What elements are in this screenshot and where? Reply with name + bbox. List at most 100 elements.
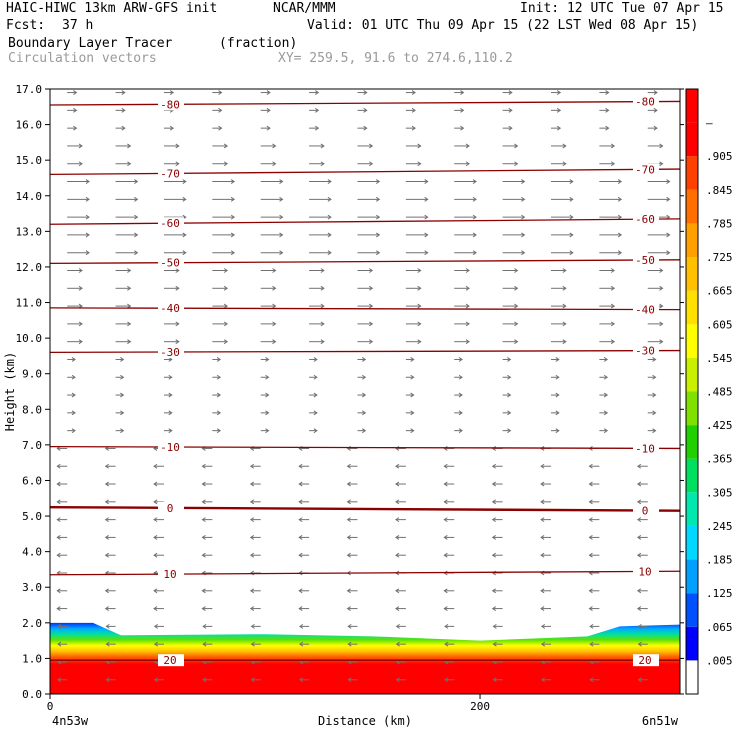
colorbar-label: .425 bbox=[706, 419, 733, 432]
y-tick-label: 0.0 bbox=[22, 688, 42, 701]
colorbar-swatch bbox=[686, 391, 698, 426]
vector-label: Circulation vectors bbox=[8, 51, 157, 66]
isotherm-label: -60 bbox=[635, 213, 655, 226]
colorbar-swatch bbox=[686, 593, 698, 627]
isotherm-line bbox=[49, 307, 681, 311]
colorbar-label: – bbox=[706, 117, 713, 130]
isotherm-label: -80 bbox=[635, 96, 655, 109]
y-tick-label: 13.0 bbox=[16, 225, 43, 238]
colorbar-label: .005 bbox=[706, 654, 733, 667]
colorbar-label: .245 bbox=[706, 520, 733, 533]
y-tick-label: 9.0 bbox=[22, 368, 42, 381]
left-endpoint: 4n53w bbox=[52, 714, 89, 728]
colorbar-swatch bbox=[686, 89, 698, 123]
colorbar-swatch bbox=[686, 156, 698, 190]
forecast-hour: 37 h bbox=[62, 18, 94, 33]
isotherm-label: -40 bbox=[160, 302, 180, 315]
colorbar-swatch bbox=[686, 525, 698, 560]
colorbar-swatch bbox=[686, 122, 698, 157]
colorbar-swatch bbox=[686, 223, 698, 258]
x-tick-label: 200 bbox=[470, 700, 490, 713]
plot-area: 20 20 10 10 0 0 -10 -10 -30 -30 -40 -40 -50 -50 -60 -60… bbox=[49, 90, 681, 694]
y-tick-label: 16.0 bbox=[16, 119, 43, 132]
y-tick-label: 4.0 bbox=[22, 546, 42, 559]
y-tick-label: 2.0 bbox=[22, 617, 42, 630]
isotherm-label: 20 bbox=[163, 654, 176, 667]
field-name: Boundary Layer Tracer bbox=[8, 36, 173, 51]
isotherm-line bbox=[49, 570, 681, 576]
plot-frame bbox=[49, 88, 681, 695]
xy-range: XY= 259.5, 91.6 to 274.6,110.2 bbox=[278, 51, 513, 66]
colorbar-swatch bbox=[686, 492, 698, 526]
isotherm-line bbox=[49, 259, 681, 265]
isotherm-label: -80 bbox=[160, 98, 180, 111]
isotherm-label: 10 bbox=[163, 568, 176, 581]
colorbar-frame bbox=[685, 88, 699, 695]
isotherm-label: 20 bbox=[638, 654, 651, 667]
axes: 0.0 1.0 2.0 3.0 4.0 5.0 6.0 7.0 8.0 9.0 10.0 11.0 12… bbox=[3, 83, 684, 728]
colorbar-label: .665 bbox=[706, 285, 733, 298]
y-tick-label: 6.0 bbox=[22, 474, 42, 487]
isotherm-line bbox=[49, 218, 681, 225]
isotherm-label: -50 bbox=[635, 254, 655, 267]
colorbar-label: .605 bbox=[706, 318, 733, 331]
forecast-label: Fcst: bbox=[6, 18, 46, 33]
colorbar-label: .905 bbox=[706, 150, 733, 163]
isotherm-label: 10 bbox=[638, 565, 651, 578]
y-tick-label: 3.0 bbox=[22, 581, 42, 594]
y-tick-label: 1.0 bbox=[22, 652, 42, 665]
y-tick-label: 12.0 bbox=[16, 261, 43, 274]
isotherm-line bbox=[49, 505, 681, 512]
isotherm-label: -70 bbox=[635, 163, 655, 176]
colorbar-label: .185 bbox=[706, 554, 733, 567]
colorbar-label: .545 bbox=[706, 352, 733, 365]
isotherm-label: 0 bbox=[167, 502, 174, 515]
valid-time: Valid: 01 UTC Thu 09 Apr 15 (22 LST Wed … bbox=[307, 18, 699, 33]
y-tick-label: 11.0 bbox=[16, 297, 43, 310]
colorbar-swatch bbox=[686, 626, 698, 661]
colorbar-swatch bbox=[686, 257, 698, 291]
colorbar-swatch bbox=[686, 660, 698, 694]
colorbar-label: .305 bbox=[706, 486, 733, 499]
tracer-fill bbox=[50, 622, 680, 694]
org-label: NCAR/MMM bbox=[273, 1, 336, 16]
field-units: (fraction) bbox=[219, 36, 298, 51]
isotherm-line bbox=[49, 446, 681, 450]
colorbar: .005 .065 .125 .185 .245 .305 .365 .425 .485 .545… bbox=[685, 88, 733, 695]
colorbar-swatch bbox=[686, 357, 698, 392]
colorbar-label: .125 bbox=[706, 587, 733, 600]
colorbar-swatch bbox=[686, 189, 698, 224]
y-tick-label: 14.0 bbox=[16, 190, 43, 203]
colorbar-swatch bbox=[686, 425, 698, 459]
colorbar-swatch bbox=[686, 324, 698, 358]
isotherm-label: -60 bbox=[160, 217, 180, 230]
y-tick-label: 7.0 bbox=[22, 439, 42, 452]
colorbar-swatch bbox=[686, 458, 698, 493]
right-endpoint: 6n51w bbox=[642, 714, 679, 728]
isotherm-contours: 20 20 10 10 0 0 -10 -10 -30 -30 -40 -40 -50 -50 -60 -60… bbox=[49, 95, 681, 667]
isotherm-line bbox=[49, 349, 681, 354]
colorbar-label: .365 bbox=[706, 453, 733, 466]
model-title: HAIC-HIWC 13km ARW-GFS init bbox=[6, 1, 218, 16]
isotherm-label: -10 bbox=[160, 441, 180, 454]
y-tick-label: 10.0 bbox=[16, 332, 43, 345]
colorbar-label: .845 bbox=[706, 184, 733, 197]
x-axis-label: Distance (km) bbox=[318, 714, 412, 728]
colorbar-label: .785 bbox=[706, 217, 733, 230]
colorbar-label: .725 bbox=[706, 251, 733, 264]
isotherm-line bbox=[49, 168, 681, 176]
init-time: Init: 12 UTC Tue 07 Apr 15 bbox=[520, 1, 724, 16]
isotherm-label: 0 bbox=[642, 505, 649, 518]
y-tick-label: 15.0 bbox=[16, 154, 43, 167]
colorbar-swatch bbox=[686, 290, 698, 325]
y-tick-label: 17.0 bbox=[16, 83, 43, 96]
isotherm-label: -30 bbox=[160, 346, 180, 359]
y-axis-label: Height (km) bbox=[3, 352, 17, 431]
isotherm-label: -10 bbox=[635, 442, 655, 455]
colorbar-swatch bbox=[686, 559, 698, 594]
colorbar-label: .065 bbox=[706, 621, 733, 634]
isotherm-label: -40 bbox=[635, 304, 655, 317]
colorbar-label: .485 bbox=[706, 386, 733, 399]
y-tick-label: 8.0 bbox=[22, 403, 42, 416]
